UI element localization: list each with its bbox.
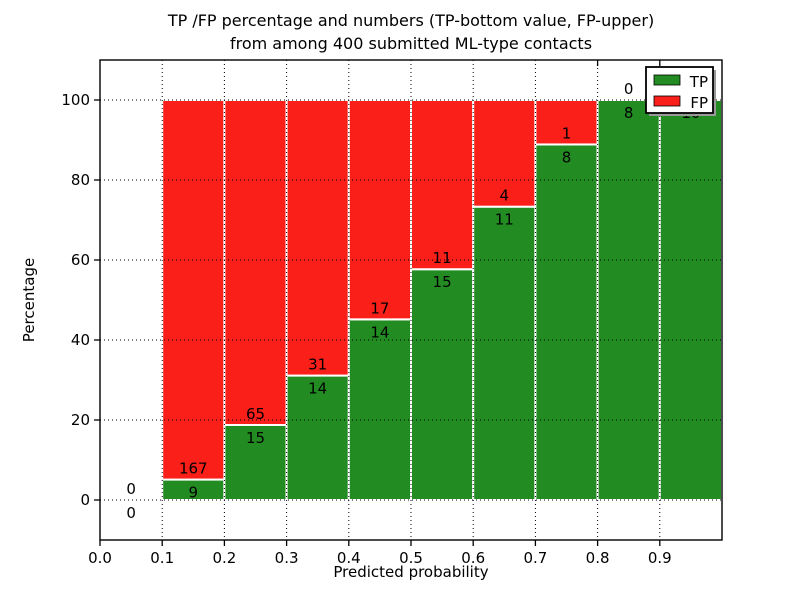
y-tick-label: 0: [80, 491, 90, 509]
y-axis-label: Percentage: [20, 258, 38, 342]
tp-count-label: 15: [246, 429, 265, 447]
legend-swatch-fp: [653, 95, 681, 107]
y-tick-label: 100: [61, 91, 90, 109]
fp-count-label: 167: [179, 460, 208, 478]
tp-count-label: 15: [433, 273, 452, 291]
y-tick-label: 20: [71, 411, 90, 429]
bar-tp-segment: [472, 205, 537, 501]
bar-tp-segment: [658, 99, 723, 501]
x-tick-label: 0.5: [399, 549, 423, 567]
legend: TP FP: [645, 66, 716, 116]
x-axis-label: Predicted probability: [333, 563, 488, 581]
bar-fp-segment: [223, 99, 288, 426]
fp-count-label: 0: [624, 80, 634, 98]
fp-count-label: 1: [562, 124, 572, 142]
tp-count-label: 11: [495, 211, 514, 229]
fp-count-label: 0: [126, 480, 136, 498]
fp-count-label: 17: [370, 299, 389, 317]
y-tick-label: 60: [71, 251, 90, 269]
chart-dynamic-layer: 0.0 0.1 0.2 0.3 0.4 0.5 0.6 0.7 0.8 0.90204060801…: [61, 60, 723, 567]
tp-count-label: 9: [189, 484, 199, 502]
bar-fp-segment: [534, 99, 599, 146]
fp-count-label: 31: [308, 356, 327, 374]
fp-count-label: 65: [246, 405, 265, 423]
x-tick-label: 0.9: [648, 549, 672, 567]
x-tick-label: 0.7: [523, 549, 547, 567]
tp-count-label: 14: [308, 380, 327, 398]
x-tick-label: 0.4: [337, 549, 361, 567]
x-tick-label: 0.1: [150, 549, 174, 567]
x-tick-label: 0.2: [212, 549, 236, 567]
x-tick-label: 0.3: [275, 549, 299, 567]
y-tick-label: 80: [71, 171, 90, 189]
tp-count-label: 0: [126, 504, 136, 522]
bar-tp-segment: [223, 424, 288, 501]
fp-count-label: 11: [433, 249, 452, 267]
legend-swatch-tp: [653, 74, 681, 86]
x-tick-label: 0.6: [461, 549, 485, 567]
bar-tp-segment: [347, 318, 412, 501]
tp-count-label: 8: [562, 148, 572, 166]
bar-tp-segment: [596, 99, 661, 501]
x-tick-label: 0.0: [88, 549, 112, 567]
bar-tp-segment: [534, 143, 599, 501]
bar-fp-segment: [410, 99, 475, 271]
bar-fp-segment: [285, 99, 350, 377]
fp-count-label: 4: [500, 187, 510, 205]
tp-count-label: 14: [370, 323, 389, 341]
bar-fp-segment: [472, 99, 537, 208]
chart-title-line1: TP /FP percentage and numbers (TP-bottom…: [167, 11, 654, 30]
legend-label-tp: TP: [689, 73, 708, 91]
x-tick-label: 0.8: [586, 549, 610, 567]
legend-label-fp: FP: [690, 94, 708, 112]
bar-fp-segment: [347, 99, 412, 321]
y-tick-label: 40: [71, 331, 90, 349]
chart-title-line2: from among 400 submitted ML-type contact…: [230, 34, 592, 53]
bar-tp-segment: [410, 268, 475, 501]
bar-fp-segment: [161, 99, 226, 481]
plot-border: [99, 59, 723, 541]
tp-count-label: 8: [624, 104, 634, 122]
